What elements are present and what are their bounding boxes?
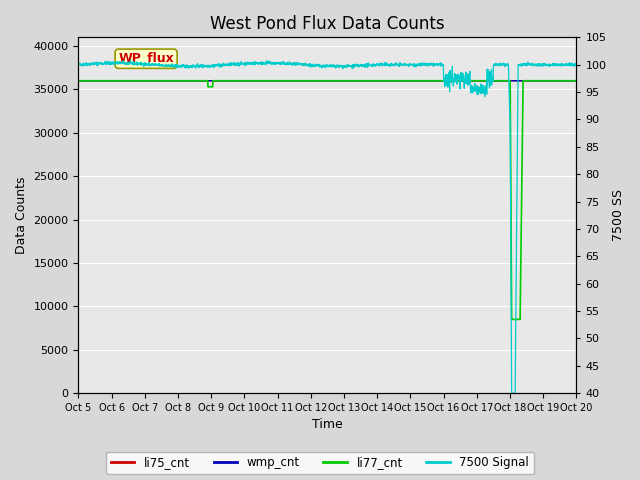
Text: WP_flux: WP_flux: [118, 52, 174, 65]
Y-axis label: 7500 SS: 7500 SS: [612, 189, 625, 241]
Title: West Pond Flux Data Counts: West Pond Flux Data Counts: [210, 15, 445, 33]
X-axis label: Time: Time: [312, 419, 343, 432]
Y-axis label: Data Counts: Data Counts: [15, 177, 28, 254]
Legend: li75_cnt, wmp_cnt, li77_cnt, 7500 Signal: li75_cnt, wmp_cnt, li77_cnt, 7500 Signal: [106, 452, 534, 474]
